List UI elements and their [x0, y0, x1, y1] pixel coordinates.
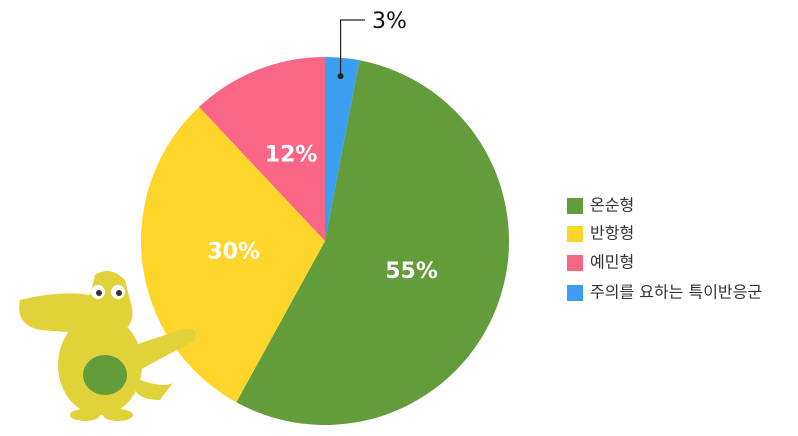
legend-label: 주의를 요하는 특이반응군	[590, 283, 762, 302]
leader-line	[339, 19, 365, 77]
legend-swatch	[567, 255, 583, 271]
legend-swatch	[567, 198, 583, 214]
pie-slice	[325, 57, 360, 241]
pie-slice	[199, 57, 325, 241]
value-label: 3%	[372, 9, 407, 34]
value-label: 30%	[207, 240, 260, 265]
mascot	[19, 271, 196, 421]
value-label: 12%	[265, 142, 318, 167]
legend-label: 온순형	[590, 196, 634, 215]
pie-slice	[141, 106, 325, 403]
value-label: 55%	[385, 259, 438, 284]
legend-swatch	[567, 226, 583, 242]
legend-swatch	[567, 285, 583, 301]
pie-slice	[236, 60, 509, 425]
legend-label: 예민형	[590, 253, 634, 272]
legend-label: 반항형	[590, 224, 634, 243]
